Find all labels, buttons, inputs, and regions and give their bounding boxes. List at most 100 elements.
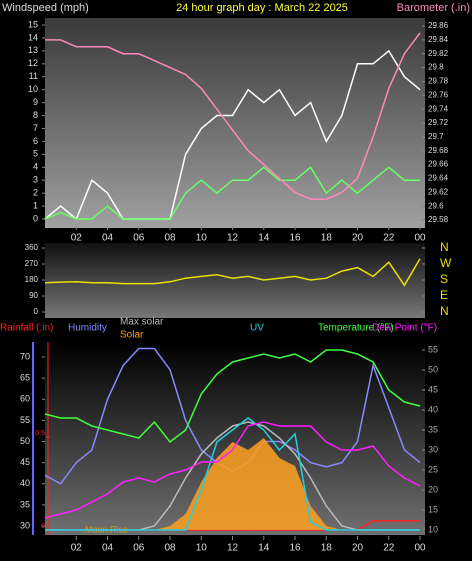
line (44, 166, 420, 220)
y2-tick-label: 55 (428, 344, 438, 354)
y-tick-label: 60 (20, 394, 30, 404)
panel-wind (45, 18, 425, 228)
y-tick-label: 180 (25, 275, 39, 284)
y2-tick-label: 29.7 (428, 132, 444, 141)
y2-tick-label: 50 (428, 364, 438, 374)
x-tick-label: 06 (133, 233, 145, 244)
area (45, 438, 420, 530)
x-tick-label: 12 (227, 233, 239, 244)
y-tick-label: 4 (33, 162, 38, 172)
y-tick-label: 40 (20, 478, 30, 488)
y2-tick-label: 30 (428, 444, 438, 454)
y2-tick-label: W (440, 256, 452, 270)
y-tick-label: 1 (33, 200, 38, 210)
y2-tick-label: 10 (428, 524, 438, 534)
y-tick-label: 45 (20, 457, 30, 467)
x-tick-label: 08 (164, 233, 176, 244)
x-tick-label: 02 (71, 543, 83, 554)
y3-tick-label: 0 (41, 523, 45, 530)
x-tick-label: 02 (71, 233, 83, 244)
x-tick-label: 22 (383, 543, 395, 554)
y2-tick-label: 29.82 (428, 49, 449, 58)
y2-tick-label: 29.64 (428, 174, 449, 183)
x-tick-label: 14 (258, 543, 270, 554)
x-tick-label: 04 (102, 233, 114, 244)
y2-tick-label: 29.66 (428, 160, 449, 169)
y-tick-label: 360 (25, 243, 39, 252)
y2-tick-label: 29.84 (428, 35, 449, 44)
legend-entry: Rainfall (.in) (0, 323, 53, 334)
chart-title: 24 hour graph day : March 22 2025 (176, 2, 348, 14)
x-tick-label: 00 (414, 543, 426, 554)
x-tick-label: 10 (196, 233, 208, 244)
y-tick-label: 14 (28, 32, 38, 42)
y2-tick-label: 29.68 (428, 146, 449, 155)
x-tick-label: 06 (133, 543, 145, 554)
y2-tick-label: 29.58 (428, 215, 449, 224)
panel-direction (45, 243, 425, 318)
y2-tick-label: S (440, 272, 448, 286)
y-tick-label: 0 (33, 213, 38, 223)
x-tick-label: 16 (289, 233, 301, 244)
x-tick-label: 14 (258, 233, 270, 244)
y2-tick-label: 29.6 (428, 201, 444, 210)
y2-tick-label: 29.74 (428, 104, 449, 113)
line (45, 417, 420, 531)
y-tick-label: 55 (20, 415, 30, 425)
line (45, 32, 421, 200)
y-tick-label: 35 (20, 499, 30, 509)
legend-entry: UV (250, 323, 264, 334)
y-tick-label: 2 (33, 188, 38, 198)
y2-tick-label: 25 (428, 464, 438, 474)
line (44, 49, 421, 221)
y-tick-label: 10 (28, 84, 38, 94)
y-tick-label: 3 (33, 175, 38, 185)
y-tick-label: 9 (33, 97, 38, 107)
line (44, 349, 421, 444)
x-tick-label: 20 (352, 543, 364, 554)
y2-tick-label: 29.86 (428, 21, 449, 30)
legend-entry: Humidity (68, 323, 107, 334)
y-tick-label: 5 (33, 149, 38, 159)
y2-tick-label: 20 (428, 484, 438, 494)
x-tick-label: 04 (102, 543, 114, 554)
legend-entry: Solar (120, 330, 144, 341)
legend-entry: Temperature (°F) (318, 323, 394, 334)
y-tick-label: 7 (33, 123, 38, 133)
y-tick-label: 270 (25, 259, 39, 268)
y2-tick-label: N (440, 304, 449, 318)
x-tick-label: 20 (352, 233, 364, 244)
y2-tick-label: N (440, 240, 449, 254)
x-tick-label: 18 (321, 543, 333, 554)
x-tick-label: 12 (227, 543, 239, 554)
x-tick-label: 08 (164, 543, 176, 554)
y-tick-label: 30 (20, 520, 30, 530)
y2-tick-label: E (440, 288, 448, 302)
line (44, 421, 421, 519)
y-tick-label: 50 (20, 436, 30, 446)
y-tick-label: 13 (28, 45, 38, 55)
x-tick-label: 10 (196, 543, 208, 554)
legend-entry: Dew Point (°F) (372, 323, 437, 334)
y-tick-label: 90 (29, 291, 38, 300)
line (44, 258, 421, 287)
y-tick-label: 12 (28, 58, 38, 68)
y2-tick-label: 29.76 (428, 90, 449, 99)
y2-tick-label: 29.62 (428, 187, 449, 196)
x-tick-label: 22 (383, 233, 395, 244)
y2-tick-label: 29.8 (428, 63, 444, 72)
y2-tick-label: 15 (428, 504, 438, 514)
y-tick-label: 6 (33, 136, 38, 146)
y-tick-label: 70 (20, 351, 30, 361)
y-tick-label: 8 (33, 110, 38, 120)
y-tick-label: 11 (29, 71, 38, 81)
x-tick-label: 00 (414, 233, 426, 244)
y-tick-label: 65 (20, 373, 30, 383)
y2-tick-label: 45 (428, 384, 438, 394)
legend-entry: Max solar (120, 317, 164, 328)
y2-tick-label: 35 (428, 424, 438, 434)
x-tick-label: 16 (289, 543, 301, 554)
y-tick-label: 15 (28, 19, 38, 29)
